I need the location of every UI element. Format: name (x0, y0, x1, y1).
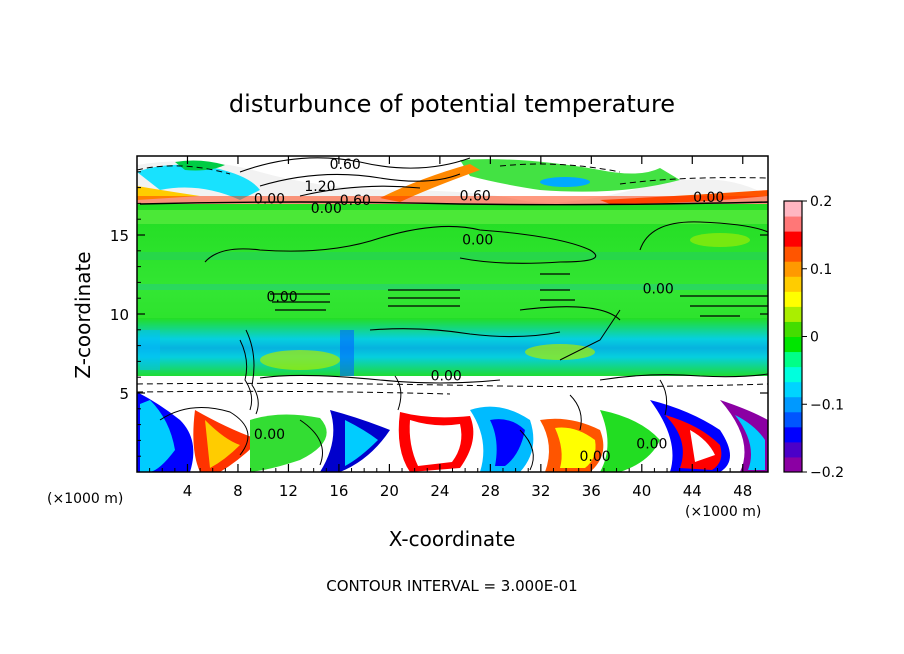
y-tick-label: 10 (110, 306, 129, 324)
colorbar-segment (784, 441, 802, 458)
x-tick-label: 36 (582, 482, 601, 500)
x-tick-label: 24 (430, 482, 449, 500)
colorbar-segment (784, 381, 802, 398)
chart-title: disturbunce of potential temperature (229, 90, 675, 118)
colorbar-tick-label: −0.1 (810, 397, 844, 413)
colorbar-segment (784, 216, 802, 232)
colorbar-segment (784, 366, 802, 383)
colorbar-segment (784, 411, 802, 428)
colorbar-tick-label: −0.2 (810, 465, 844, 481)
colorbar-segment (784, 276, 802, 292)
contour-label: 0.60 (340, 193, 371, 209)
x-axis-label: X-coordinate (389, 527, 516, 551)
contour-label: 0.60 (460, 189, 491, 205)
y-axis-ticks: 5 10 15 (110, 171, 768, 457)
y-unit-label: (×1000 m) (685, 504, 761, 520)
colorbar-segment (784, 306, 802, 322)
x-unit-label: (×1000 m) (47, 491, 123, 507)
x-tick-label: 8 (233, 482, 243, 500)
contour-labels: 0.601.200.000.000.60 0.60 0.000.000.00 0.00… (254, 157, 724, 465)
colorbar-segment (784, 426, 802, 443)
y-tick-label: 5 (119, 385, 129, 403)
x-tick-label: 40 (632, 482, 651, 500)
colorbar-segment (784, 291, 802, 307)
contour-label: 1.20 (304, 179, 335, 195)
colorbar-segment (784, 231, 802, 247)
colorbar-segment (784, 336, 802, 353)
contour-label: 0.00 (254, 427, 285, 443)
contour-label: 0.00 (693, 190, 724, 206)
colorbar-tick-label: 0.1 (810, 262, 832, 278)
colorbar-segment (784, 201, 802, 217)
contour-label: 0.00 (580, 449, 611, 465)
colorbar: 0.2 0.1 0 −0.1 −0.2 (783, 194, 844, 481)
x-tick-label: 4 (183, 482, 193, 500)
colorbar-segment (784, 261, 802, 277)
x-axis-ticks: 4 8 12 16 20 24 28 32 36 40 44 48 (149, 156, 756, 500)
x-tick-label: 48 (733, 482, 752, 500)
contour-label: 0.00 (643, 282, 674, 298)
colorbar-segment (784, 321, 802, 337)
x-tick-label: 32 (531, 482, 550, 500)
contour-label: 0.00 (254, 192, 285, 208)
contour-label: 0.00 (267, 290, 298, 306)
x-tick-label: 12 (279, 482, 298, 500)
plot-field (137, 156, 768, 472)
colorbar-segment (784, 246, 802, 262)
contour-label: 0.00 (462, 233, 493, 249)
colorbar-segment (784, 456, 802, 473)
colorbar-segment (784, 351, 802, 368)
y-tick-label: 15 (110, 227, 129, 245)
colorbar-tick-label: 0.2 (810, 194, 832, 210)
contour-label: 0.60 (330, 157, 361, 173)
contour-label: 0.00 (431, 369, 462, 385)
colorbar-tick-label: 0 (810, 330, 819, 346)
x-tick-label: 20 (380, 482, 399, 500)
y-axis-label: Z-coordinate (71, 251, 95, 378)
colorbar-segment (784, 396, 802, 413)
x-tick-label: 16 (329, 482, 348, 500)
x-tick-label: 28 (481, 482, 500, 500)
contour-label: 0.00 (636, 437, 667, 453)
x-tick-label: 44 (683, 482, 702, 500)
contour-interval-note: CONTOUR INTERVAL = 3.000E-01 (326, 577, 577, 595)
contour-label: 0.00 (311, 201, 342, 217)
